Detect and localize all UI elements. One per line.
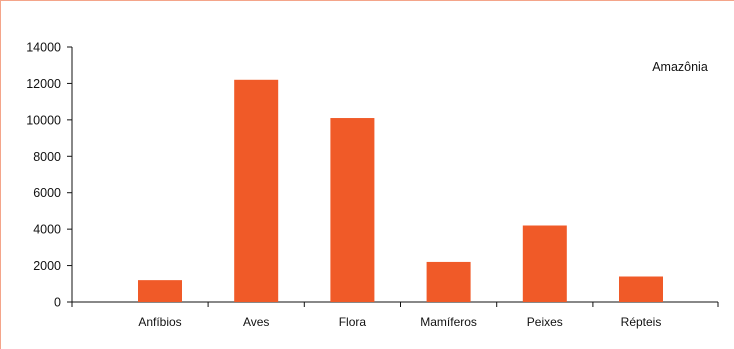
chart-annotation-label: Amazônia xyxy=(652,60,708,74)
x-tick-label: Mamíferos xyxy=(420,315,477,329)
x-tick-label: Anfíbios xyxy=(138,315,181,329)
y-tick-label: 4000 xyxy=(33,223,61,237)
x-tick-label: Répteis xyxy=(621,315,662,329)
bar-flora xyxy=(330,118,375,303)
x-tick-label: Peixes xyxy=(527,315,563,329)
bar-anfíbios xyxy=(138,280,182,302)
y-tick-label: 6000 xyxy=(33,186,61,200)
y-axis-tick-labels: 0 2000 4000 6000 8000 10000 12000 14000 xyxy=(26,41,61,310)
bar-répteis xyxy=(619,276,663,302)
y-tick-label: 10000 xyxy=(26,113,61,127)
x-tick-label: Flora xyxy=(339,315,367,329)
chart-axes xyxy=(67,46,719,307)
y-tick-label: 14000 xyxy=(26,41,61,55)
y-tick-label: 8000 xyxy=(33,150,61,164)
x-tick-label: Aves xyxy=(243,315,269,329)
bar-aves xyxy=(234,79,279,303)
bar-mamíferos xyxy=(426,261,471,302)
y-tick-label: 2000 xyxy=(33,259,61,273)
bar-group xyxy=(138,79,663,303)
y-tick-label: 0 xyxy=(54,296,61,310)
x-axis-tick-labels: Anfíbios Aves Flora Mamíferos Peixes Répteis xyxy=(138,315,661,329)
bar-peixes xyxy=(522,225,567,302)
y-tick-label: 12000 xyxy=(26,77,61,91)
